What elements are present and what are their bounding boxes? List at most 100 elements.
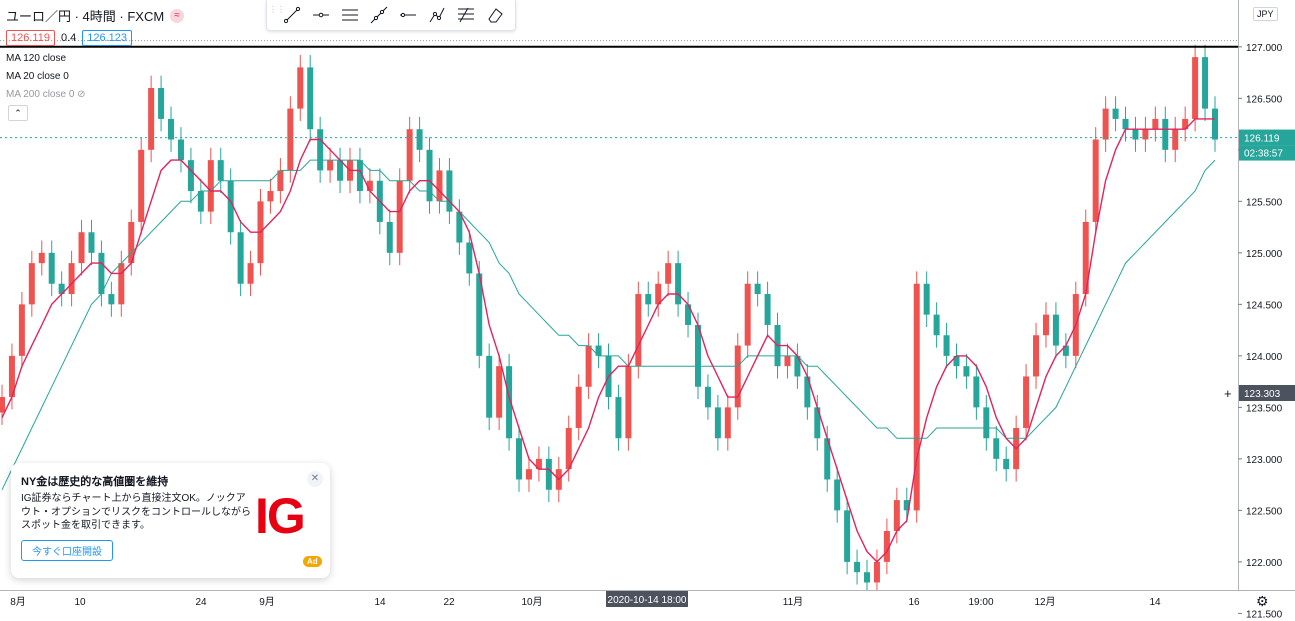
add-alert-icon[interactable]: + [1224,386,1232,401]
candle-body [595,345,602,356]
horizontal-ray-icon[interactable] [306,1,335,29]
candle-body [1182,118,1189,130]
close-icon[interactable]: ✕ [307,471,323,487]
candle-body [8,355,15,398]
candle-body [545,458,552,490]
eraser-icon[interactable] [480,1,509,29]
parallel-channel-icon[interactable] [335,1,364,29]
price-tick-label: 126.500 [1246,94,1283,105]
candle-body [177,139,184,161]
time-tick-label: 16 [908,597,920,608]
study-ma120[interactable]: MA 120 close [6,53,67,64]
price-tick-label: 127.500 [1246,0,1283,2]
price-tick-label: 122.000 [1246,558,1283,569]
time-tick-label: 22 [443,597,455,608]
candle-body [764,294,771,325]
time-tick-label: 14 [1149,597,1161,608]
price-tick-label: 127.000 [1246,43,1283,54]
currency-badge[interactable]: JPY [1253,7,1278,21]
candle-body [237,232,244,284]
candle-body [466,242,473,274]
candle-body [267,191,274,202]
candle-body [635,294,642,367]
candle-body [68,263,75,295]
open-account-button[interactable]: 今すぐ口座開設 [21,540,113,561]
candle-body [168,118,175,140]
horizontal-line-icon[interactable] [393,1,422,29]
candle-body [1062,345,1069,356]
candle-body [903,500,910,511]
time-tick-label: 9月 [259,596,275,608]
candle-body [496,366,503,418]
trend-line-icon[interactable] [277,1,306,29]
candle-body [804,376,811,408]
candle-body [138,149,145,222]
candle-body [963,366,970,377]
candle-body [704,386,711,408]
study-ma200[interactable]: MA 200 close 0 ⊘ [6,89,86,100]
candle-body [327,160,334,171]
candle-body [516,438,523,480]
candle-body [694,324,701,387]
candle-body [1172,129,1179,150]
countdown-tag [1239,145,1295,161]
candle-body [645,294,652,305]
candle-body [98,252,105,295]
price-tick-label: 125.000 [1246,249,1283,260]
market-status-icon[interactable]: ≈ [170,8,185,23]
candle-body [118,263,125,305]
candle-body [416,129,423,150]
candle-body [48,252,55,284]
ma120-line [1,159,1216,491]
countdown-label: 02:38:57 [1244,149,1283,160]
crosshair-time-label: 2020-10-14 18:00 [608,595,687,606]
fib-retracement-icon[interactable] [451,1,480,29]
candle-body [844,510,851,562]
candle-body [685,304,692,325]
time-tick-label: 10月 [521,596,542,608]
candle-body [873,561,880,583]
price-axis[interactable] [1238,0,1295,621]
time-tick-label: 19:00 [968,597,993,608]
candle-body [1033,335,1040,377]
candle-body [217,160,224,181]
price-tick-label: 123.500 [1246,403,1283,414]
candle-body [436,170,443,202]
collapse-legend-button[interactable]: ⌃ [8,105,28,121]
bid-price[interactable]: 126.119 [6,30,55,46]
candle-body [754,283,761,295]
candle-body [1192,57,1199,119]
candle-body [337,160,344,181]
gear-icon[interactable]: ⚙ [1256,593,1269,609]
price-tick-label: 121.500 [1246,609,1283,620]
drag-handle-icon[interactable]: ⋮⋮ [269,5,285,14]
extended-line-icon[interactable] [364,1,393,29]
candle-body [675,263,682,305]
candle-body [973,376,980,408]
ma20-line [1,118,1215,563]
study-ma20[interactable]: MA 20 close 0 [6,71,69,82]
candle-body [1122,118,1129,130]
study-ma200-label: MA 200 close 0 [6,89,75,100]
candle-body [297,67,304,109]
candle-body [446,170,453,212]
time-tick-label: 14 [374,597,386,608]
candle-body [158,88,165,119]
candle-body [625,366,632,439]
ad-card[interactable]: NY金は歴史的な高値圏を維持 IG証券ならチャート上から直接注文OK。ノックアウ… [11,463,330,578]
hidden-eye-icon[interactable]: ⊘ [77,89,86,100]
ad-title: NY金は歴史的な高値圏を維持 [21,476,169,488]
candle-body [933,314,940,336]
candle-body [565,427,572,470]
candle-body [854,561,861,573]
candle-body [1142,129,1149,140]
symbol-title[interactable]: ユーロ／円 · 4時間 · FXCM [6,9,165,24]
time-tick-label: 10 [74,597,86,608]
path-icon[interactable] [422,1,451,29]
candle-body [128,221,135,264]
ad-badge: Ad [303,556,322,567]
candle-body [247,263,254,284]
ask-price[interactable]: 126.123 [82,30,133,46]
candle-body [1003,458,1010,470]
